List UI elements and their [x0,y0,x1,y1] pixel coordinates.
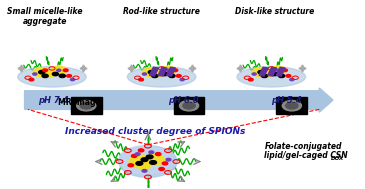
Circle shape [135,153,140,155]
Circle shape [162,72,168,76]
Circle shape [51,66,66,74]
Circle shape [70,78,74,81]
Circle shape [138,162,151,169]
Circle shape [152,74,158,77]
Bar [166,67,176,76]
Circle shape [33,73,37,75]
Circle shape [270,66,286,74]
Circle shape [176,75,181,77]
Circle shape [180,101,199,111]
Circle shape [43,69,47,72]
Circle shape [169,74,175,77]
Bar [149,67,158,76]
Bar [158,67,167,76]
Circle shape [159,167,164,170]
Circle shape [166,69,170,71]
Bar [259,67,268,76]
Circle shape [59,74,65,77]
Bar [268,67,277,76]
Text: pH 5.4: pH 5.4 [271,96,302,105]
Text: Disk-like structure: Disk-like structure [235,7,314,16]
Circle shape [142,73,147,75]
Circle shape [42,74,48,77]
Circle shape [180,78,184,81]
Circle shape [39,70,45,74]
Circle shape [142,170,147,172]
Ellipse shape [127,67,196,87]
Circle shape [141,158,148,162]
FancyArrow shape [24,88,333,112]
FancyBboxPatch shape [276,97,307,114]
Circle shape [146,155,153,159]
Text: Folate-conjugated: Folate-conjugated [264,142,342,151]
Circle shape [67,75,72,77]
Text: pH 7.4: pH 7.4 [38,96,69,105]
Circle shape [57,69,61,71]
Circle shape [148,70,154,74]
Circle shape [283,69,287,72]
Circle shape [253,67,270,77]
Circle shape [52,72,58,76]
Circle shape [29,78,34,81]
Circle shape [129,155,153,168]
Ellipse shape [237,67,306,87]
Circle shape [149,151,154,153]
Circle shape [119,146,170,174]
Circle shape [33,67,50,77]
FancyBboxPatch shape [174,97,204,114]
Circle shape [258,70,264,74]
Text: pH 6.0: pH 6.0 [169,96,199,105]
Circle shape [152,69,157,72]
Circle shape [145,154,164,165]
Circle shape [290,78,294,81]
Text: Increased cluster degree of SPIONs: Increased cluster degree of SPIONs [65,127,245,136]
Text: DOX: DOX [331,156,345,161]
Circle shape [166,158,171,161]
Circle shape [131,154,137,157]
Circle shape [150,161,157,164]
Text: Rod-like structure: Rod-like structure [123,7,200,16]
Circle shape [262,69,267,72]
Circle shape [80,102,92,109]
Circle shape [162,162,168,165]
Bar [276,67,285,76]
Circle shape [272,72,278,76]
Circle shape [128,164,134,167]
Circle shape [252,73,256,75]
Circle shape [261,74,268,77]
Circle shape [282,101,301,111]
Circle shape [77,101,96,111]
Text: Small micelle-like
aggregate: Small micelle-like aggregate [7,7,83,26]
Circle shape [286,102,298,109]
FancyBboxPatch shape [71,97,102,114]
Text: MR image: MR image [58,98,101,107]
Ellipse shape [18,67,86,87]
Circle shape [262,71,274,77]
Circle shape [152,71,164,77]
Circle shape [155,153,161,156]
Circle shape [278,74,285,77]
Circle shape [276,69,280,71]
Circle shape [138,149,144,152]
Circle shape [173,69,178,72]
Circle shape [63,69,68,72]
Circle shape [183,102,195,109]
Circle shape [161,66,176,74]
Circle shape [143,67,160,77]
Circle shape [286,75,291,77]
Circle shape [248,78,253,81]
Circle shape [136,162,143,165]
Text: lipid/gel-caged CSN: lipid/gel-caged CSN [264,151,348,160]
Circle shape [139,78,143,81]
Circle shape [119,146,177,177]
Circle shape [42,71,55,77]
